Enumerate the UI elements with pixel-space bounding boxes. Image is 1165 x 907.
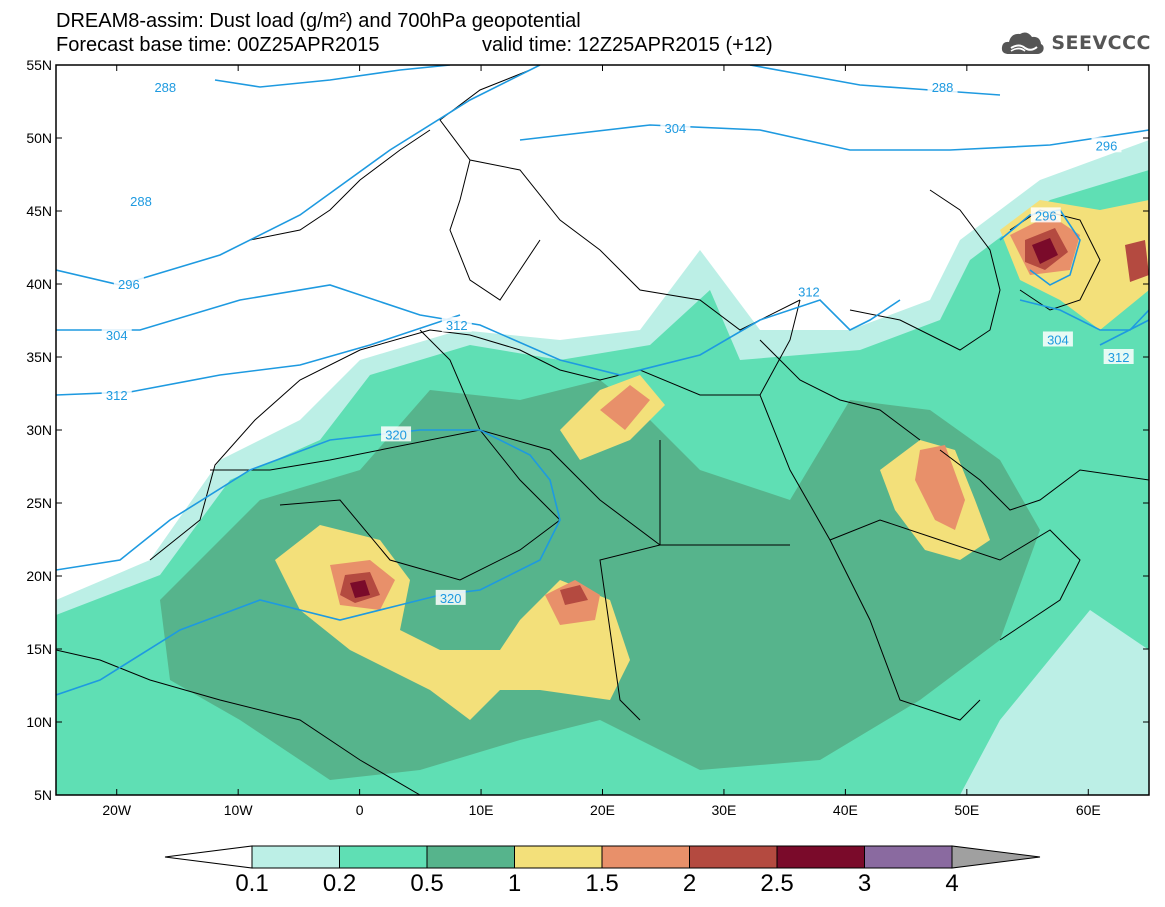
colorbar-segment (689, 845, 778, 869)
lat-label: 35N (26, 349, 52, 365)
lon-label: 50E (954, 802, 979, 818)
contour-label: 312 (446, 318, 468, 333)
colorbar-segment (864, 845, 953, 869)
colorbar-segment (251, 845, 340, 869)
lon-label: 30E (711, 802, 736, 818)
lat-label: 40N (26, 276, 52, 292)
contour-label: 296 (1035, 208, 1057, 223)
lat-label: 50N (26, 130, 52, 146)
contour-label: 320 (385, 427, 407, 442)
dust-level-0.5 (160, 380, 1040, 780)
colorbar-label: 0.2 (322, 870, 357, 897)
contour-label: 288 (932, 80, 954, 95)
colorbar-label: 0.1 (235, 870, 269, 897)
dust-shading (56, 140, 1149, 795)
colorbar-max-arrow (951, 845, 1041, 869)
lon-label: 40E (833, 802, 858, 818)
latitude-axis: 55N 50N 45N 40N 35N 30N 25N 20N 15N 10N 5N (26, 57, 1149, 803)
lat-label: 15N (26, 641, 52, 657)
coastlines (56, 69, 1149, 795)
colorbar-label: 4 (945, 870, 959, 897)
base-time: Forecast base time: 00Z25APR2015 (56, 34, 380, 56)
contour-label: 304 (665, 121, 687, 136)
colorbar-segment (601, 845, 690, 869)
lon-label: 0 (356, 802, 364, 818)
cloud-icon (1002, 32, 1044, 54)
colorbar-min-arrow (164, 845, 253, 869)
contour-label: 288 (154, 80, 176, 95)
contour-label: 304 (1047, 332, 1069, 347)
longitude-axis: 20W 10W 0 10E 20E 30E 40E 50E 60E (102, 65, 1101, 818)
lon-label: 10E (469, 802, 494, 818)
contour-label: 312 (106, 388, 128, 403)
lat-label: 30N (26, 422, 52, 438)
contour-label: 312 (798, 284, 820, 299)
lon-label: 20E (590, 802, 615, 818)
contour-label: 296 (1096, 138, 1118, 153)
colorbar-label: 2.5 (760, 870, 794, 897)
lat-label: 5N (34, 787, 52, 803)
lon-label: 60E (1076, 802, 1101, 818)
map-plot-area (56, 65, 1149, 795)
colorbar-segment (339, 845, 428, 869)
lon-label: 10W (224, 802, 254, 818)
contour-label: 296 (118, 277, 140, 292)
contour-labels: 288 288 304 296 288 296 296 312 312 304 304 312 312 3… (101, 78, 1134, 606)
lat-label: 25N (26, 495, 52, 511)
seevccc-logo: SEEVCCC (999, 26, 1151, 60)
contour-label: 320 (440, 591, 462, 606)
valid-time: valid time: 12Z25APR2015 (+12) (482, 34, 773, 56)
colorbar-label: 1.5 (585, 870, 619, 897)
colorbar-label: 1 (507, 870, 522, 897)
lat-label: 55N (26, 57, 52, 73)
colorbar-segment (514, 845, 603, 869)
logo-text: SEEVCCC (1051, 32, 1151, 54)
colorbar-label: 0.5 (410, 870, 444, 897)
contour-label: 304 (106, 328, 128, 343)
map-title: DREAM8-assim: Dust load (g/m²) and 700hP… (56, 10, 581, 32)
lat-label: 20N (26, 568, 52, 584)
colorbar-label: 3 (857, 870, 872, 897)
lat-label: 10N (26, 714, 52, 730)
contour-label: 288 (130, 194, 152, 209)
forecast-times: Forecast base time: 00Z25APR2015 valid ti… (56, 34, 773, 56)
contour-label: 312 (1108, 350, 1130, 365)
lon-label: 20W (102, 802, 132, 818)
colorbar-label: 2 (682, 870, 697, 897)
lat-label: 45N (26, 203, 52, 219)
colorbar-segment (776, 845, 865, 869)
colorbar-segment (426, 845, 515, 869)
colorbar (164, 845, 1041, 869)
